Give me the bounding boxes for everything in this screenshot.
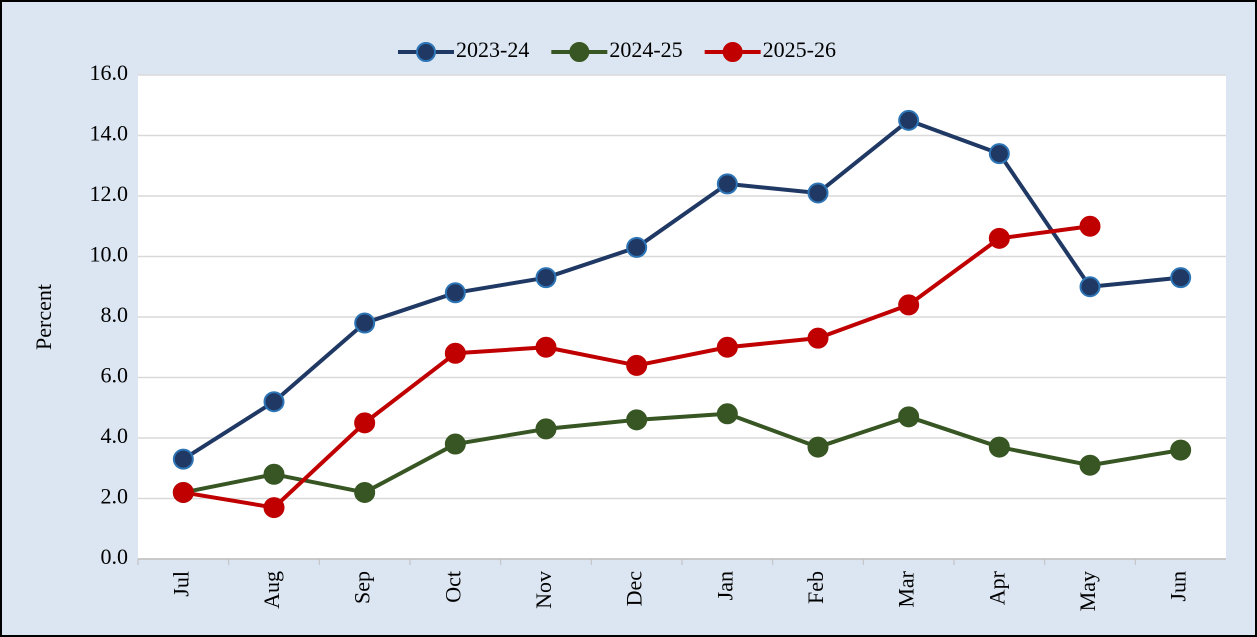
x-tick-label: Sep xyxy=(350,571,375,604)
data-point xyxy=(626,409,648,431)
y-axis-label: Percent xyxy=(31,284,56,350)
legend-marker xyxy=(722,42,743,62)
data-point xyxy=(1170,267,1192,289)
data-point xyxy=(898,294,920,316)
data-point xyxy=(1170,439,1192,461)
data-point xyxy=(354,412,376,434)
y-tick-label: 12.0 xyxy=(90,181,129,206)
data-point xyxy=(444,282,466,304)
data-point xyxy=(1079,215,1101,237)
data-point xyxy=(535,418,557,440)
data-point xyxy=(716,403,738,425)
data-point xyxy=(263,463,285,485)
x-tick-label: Oct xyxy=(440,571,465,603)
data-point xyxy=(172,448,194,470)
y-tick-label: 14.0 xyxy=(90,121,129,146)
data-point xyxy=(444,433,466,455)
data-point xyxy=(354,312,376,334)
data-point xyxy=(988,436,1010,458)
legend-label: 2025-26 xyxy=(763,37,836,62)
data-point xyxy=(807,327,829,349)
x-tick-label: Aug xyxy=(259,571,284,609)
series-line xyxy=(182,118,1181,461)
x-tick-label: Apr xyxy=(984,570,1009,605)
legend-label: 2024-25 xyxy=(609,37,682,62)
data-point xyxy=(172,481,194,503)
legend-marker xyxy=(569,42,590,62)
y-tick-label: 6.0 xyxy=(101,363,129,388)
series-line xyxy=(182,411,1181,495)
x-tick-label: May xyxy=(1075,571,1100,611)
data-point xyxy=(444,342,466,364)
data-point xyxy=(898,109,920,131)
y-tick-label: 8.0 xyxy=(101,302,129,327)
data-point xyxy=(263,391,285,413)
data-point xyxy=(807,436,829,458)
x-tick-label: Nov xyxy=(531,571,556,609)
y-tick-label: 2.0 xyxy=(101,484,129,509)
data-point xyxy=(354,481,376,503)
data-point xyxy=(716,336,738,358)
legend-label: 2023-24 xyxy=(456,37,529,62)
x-tick-label: Feb xyxy=(803,571,828,604)
x-tick-label: Jul xyxy=(168,571,193,597)
data-point xyxy=(535,336,557,358)
y-tick-label: 10.0 xyxy=(90,242,129,267)
data-point xyxy=(988,227,1010,249)
y-tick-label: 16.0 xyxy=(90,60,129,85)
data-point xyxy=(263,497,285,519)
x-tick-label: Dec xyxy=(622,571,647,607)
x-tick-label: Jun xyxy=(1166,571,1191,602)
x-tick-label: Mar xyxy=(894,570,919,607)
y-tick-label: 4.0 xyxy=(101,423,129,448)
data-point xyxy=(626,354,648,376)
data-point xyxy=(898,406,920,428)
data-point xyxy=(535,267,557,289)
data-point xyxy=(1079,276,1101,298)
data-point xyxy=(988,143,1010,165)
x-tick-label: Jan xyxy=(712,571,737,600)
y-tick-label: 0.0 xyxy=(101,544,129,569)
data-point xyxy=(626,236,648,258)
data-point xyxy=(1079,454,1101,476)
legend-marker xyxy=(416,42,436,62)
data-point xyxy=(807,182,829,204)
data-point xyxy=(716,173,738,195)
